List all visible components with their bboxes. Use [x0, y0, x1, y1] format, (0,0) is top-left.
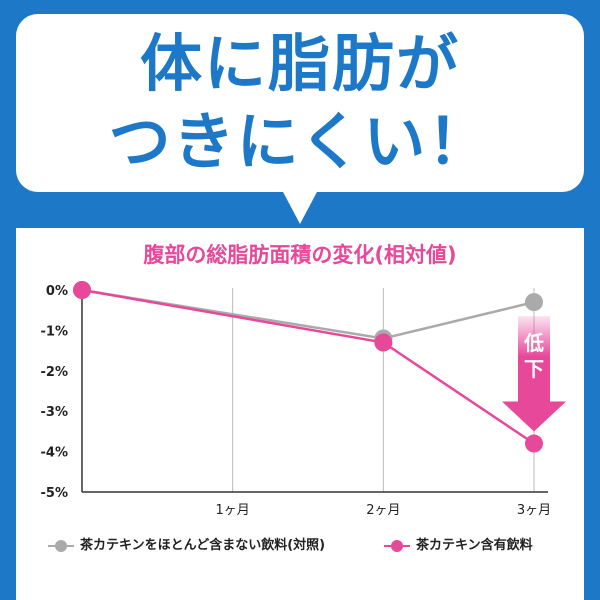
y-tick-label: -5%	[41, 486, 68, 501]
decrease-arrow	[502, 316, 566, 432]
chart-title: 腹部の総脂肪面積の変化(相対値)	[143, 243, 457, 267]
legend-label-control: 茶カテキンをほとんど含まない飲料(対照)	[80, 538, 326, 553]
data-point-control	[525, 293, 543, 312]
decrease-label-char: 下	[524, 357, 544, 381]
legend-marker-catechin	[384, 539, 410, 553]
headline-line-2: つきにくい！	[108, 105, 492, 178]
y-tick-label: -1%	[41, 324, 68, 339]
headline-bubble	[16, 14, 584, 192]
data-point-catechin	[525, 434, 543, 453]
data-point-catechin	[374, 333, 393, 352]
bubble-tail	[282, 190, 318, 224]
data-point-catechin	[73, 281, 91, 299]
legend-item-control: 茶カテキンをほとんど含まない飲料(対照)	[48, 534, 325, 558]
legend-marker-control	[48, 539, 74, 553]
y-tick-label: -4%	[41, 446, 68, 461]
series-line-catechin	[81, 288, 535, 445]
x-tick-label: 1ヶ月	[216, 503, 250, 518]
y-tick-label: -3%	[41, 405, 68, 420]
x-tick-label: 2ヶ月	[366, 503, 400, 518]
series-line-control	[81, 288, 535, 340]
legend-item-catechin: 茶カテキン含有飲料	[384, 534, 533, 558]
y-tick-label: -2%	[41, 365, 68, 380]
headline-line-1: 体に脂肪が	[139, 27, 460, 100]
y-tick-label: 0%	[46, 284, 68, 299]
x-tick-label: 3ヶ月	[517, 503, 551, 518]
legend-label-catechin: 茶カテキン含有飲料	[416, 538, 533, 553]
decrease-label-char: 低	[523, 331, 544, 355]
